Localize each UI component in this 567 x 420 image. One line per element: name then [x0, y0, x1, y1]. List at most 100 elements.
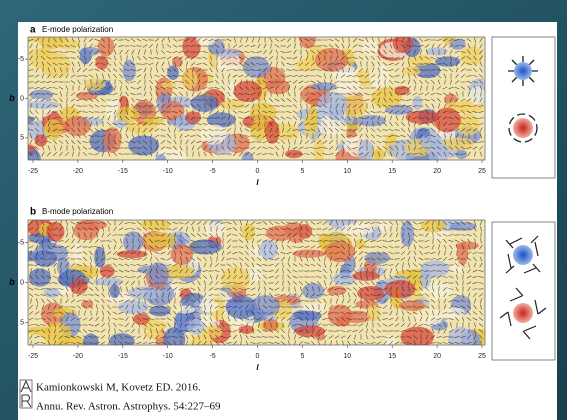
map-blob	[33, 249, 57, 267]
map-blob	[34, 134, 48, 147]
map-blob	[99, 265, 115, 278]
map-blob	[73, 221, 100, 241]
map-blob	[175, 305, 195, 314]
map-blob	[95, 55, 109, 70]
map-blob	[145, 330, 165, 339]
x-tick-label: -15	[118, 353, 128, 360]
map-blob	[167, 65, 179, 80]
blue-spot	[513, 245, 533, 265]
map-blob	[128, 135, 160, 156]
map-blob	[187, 318, 205, 335]
x-tick-label: -5	[209, 353, 215, 360]
map-blob	[324, 241, 356, 263]
map-blob	[311, 82, 337, 92]
map-blob	[204, 221, 227, 238]
map-blob	[447, 327, 474, 345]
map-blob	[293, 310, 322, 321]
citation-line: Annu. Rev. Astron. Astrophys. 54:227–69	[36, 401, 221, 413]
map-blob	[259, 239, 278, 260]
map-blob	[182, 69, 198, 90]
b-mode-patterns	[491, 221, 556, 361]
y-tick-label: 0	[20, 95, 24, 102]
map-blob	[358, 139, 374, 160]
x-tick-label: -5	[209, 168, 215, 175]
map-blob	[405, 110, 440, 125]
map-blob	[84, 77, 106, 91]
map-blob	[441, 307, 466, 319]
map-blob	[355, 238, 366, 250]
x-tick-label: -10	[163, 353, 173, 360]
map-blob	[200, 124, 226, 145]
map-blob	[265, 79, 290, 95]
map-blob	[385, 104, 414, 115]
map-blob	[162, 264, 195, 280]
map-blob	[109, 333, 135, 345]
x-axis-label: l	[256, 178, 259, 187]
map-blob	[250, 295, 281, 317]
map-blob	[307, 105, 319, 131]
publisher-logo	[19, 379, 33, 409]
panel-label: a	[30, 25, 36, 36]
x-tick-label: -20	[73, 168, 83, 175]
map-blob	[149, 305, 171, 317]
map-blob	[143, 116, 165, 125]
map-blob	[80, 46, 100, 56]
map-blob	[288, 228, 306, 243]
map-blob	[242, 223, 255, 241]
map-blob	[199, 300, 220, 313]
map-blob	[455, 113, 480, 136]
map-blob	[314, 47, 349, 72]
panel-label: b	[30, 207, 36, 218]
panel-title: B-mode polarization	[42, 207, 113, 216]
map-blob	[433, 107, 462, 133]
map-blob	[115, 106, 140, 123]
map-blob	[317, 120, 348, 136]
map-blob	[326, 285, 347, 296]
map-blob	[118, 300, 149, 315]
map-blob	[449, 38, 466, 50]
map-blob	[449, 264, 463, 274]
y-axis-label: b	[9, 277, 15, 287]
map-blob	[228, 302, 252, 312]
map-blob	[147, 262, 169, 286]
x-tick-label: 25	[478, 353, 486, 360]
map-blob	[28, 149, 41, 160]
map-blob	[285, 149, 303, 159]
map-blob	[82, 333, 99, 345]
map-blob	[109, 284, 120, 299]
map-blob	[185, 111, 202, 124]
map-blob	[262, 318, 279, 332]
map-blob	[384, 280, 416, 299]
map-blob	[182, 37, 201, 59]
x-tick-label: 10	[343, 168, 351, 175]
map-blob	[265, 121, 280, 144]
x-tick-label: 15	[388, 168, 396, 175]
map-blob	[200, 325, 223, 339]
map-blob	[190, 94, 219, 112]
map-blob	[29, 89, 54, 101]
y-tick-label: 0	[20, 279, 24, 286]
x-tick-label: 5	[300, 353, 304, 360]
map-blob	[317, 92, 349, 117]
map-blob	[249, 102, 277, 123]
x-tick-label: -10	[163, 168, 173, 175]
tangential-pattern	[508, 113, 538, 143]
map-blob	[392, 37, 414, 53]
curl-pattern	[499, 287, 547, 340]
x-tick-label: 15	[388, 353, 396, 360]
e-mode-map	[28, 37, 485, 160]
red-spot	[513, 303, 533, 323]
red-spot	[513, 118, 533, 138]
x-tick-label: 25	[478, 168, 486, 175]
map-blob	[296, 58, 321, 71]
map-blob	[93, 277, 123, 286]
y-tick-label: -5	[18, 56, 24, 63]
map-blob	[219, 99, 246, 110]
map-blob	[215, 52, 241, 71]
y-axis-label: b	[9, 93, 15, 103]
map-blob	[133, 313, 150, 325]
map-blob	[103, 127, 122, 154]
map-blob	[400, 220, 414, 247]
map-blob	[206, 112, 236, 128]
map-blob	[196, 37, 216, 47]
